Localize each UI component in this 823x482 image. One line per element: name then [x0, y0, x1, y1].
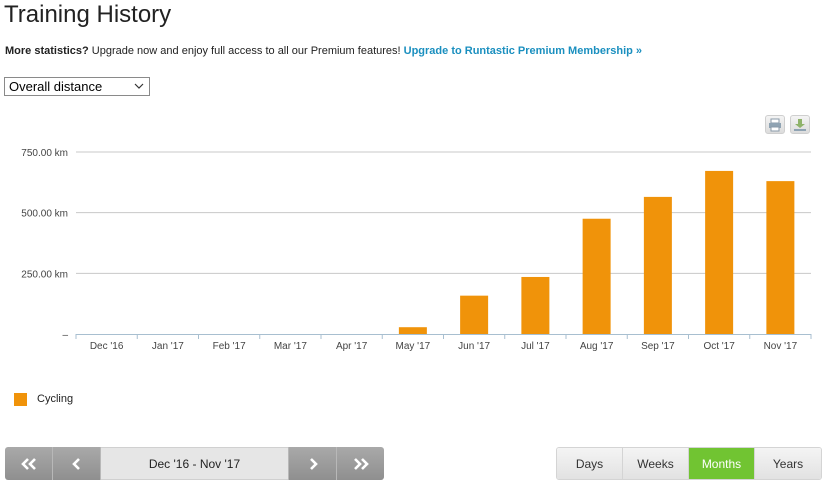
- legend-swatch-cycling: [14, 392, 27, 406]
- period-weeks-button[interactable]: Weeks: [623, 448, 689, 479]
- previous-page-button[interactable]: [53, 447, 101, 480]
- promo-lead: More statistics?: [5, 45, 89, 57]
- x-tick-label: Feb '17: [213, 341, 246, 352]
- metric-select[interactable]: Overall distance: [4, 77, 150, 96]
- x-tick-label: Aug '17: [580, 341, 614, 352]
- printer-icon: [769, 118, 781, 132]
- metric-select-value: Overall distance: [9, 79, 103, 94]
- bar-oct17[interactable]: [705, 170, 734, 334]
- y-tick-label: 500.00 km: [21, 209, 68, 220]
- y-tick-label: –: [62, 330, 68, 341]
- upgrade-link[interactable]: Upgrade to Runtastic Premium Membership …: [403, 45, 643, 57]
- period-months-button[interactable]: Months: [689, 448, 755, 479]
- legend-label-cycling: Cycling: [37, 393, 74, 405]
- chevron-down-icon: [134, 83, 144, 89]
- period-years-button[interactable]: Years: [755, 448, 821, 479]
- x-tick-label: Apr '17: [336, 341, 368, 352]
- date-pager: Dec '16 - Nov '17: [5, 447, 384, 480]
- bar-nov17[interactable]: [766, 181, 795, 334]
- period-days-button[interactable]: Days: [557, 448, 623, 479]
- page-title: Training History: [4, 1, 172, 28]
- chevron-right-icon: [309, 457, 318, 470]
- x-tick-label: Dec '16: [90, 341, 124, 352]
- download-icon: [794, 119, 806, 131]
- first-page-button[interactable]: [5, 447, 53, 480]
- date-range-label: Dec '16 - Nov '17: [101, 447, 288, 480]
- bar-jun17[interactable]: [460, 295, 489, 334]
- double-chevron-left-icon: [20, 457, 36, 470]
- bar-aug17[interactable]: [582, 218, 611, 334]
- last-page-button[interactable]: [336, 447, 384, 480]
- x-tick-label: Mar '17: [274, 341, 307, 352]
- x-tick-label: Nov '17: [764, 341, 798, 352]
- promo-text: Upgrade now and enjoy full access to all…: [88, 45, 404, 57]
- x-tick-label: May '17: [396, 341, 431, 352]
- distance-bar-chart: – 250.00 km 500.00 km 750.00 km Dec '16 Jan '…: [21, 148, 812, 352]
- x-tick-label: Jul '17: [521, 341, 550, 352]
- period-selector: Days Weeks Months Years: [556, 447, 822, 480]
- premium-promo: More statistics? Upgrade now and enjoy f…: [5, 45, 642, 57]
- x-tick-label: Sep '17: [641, 341, 675, 352]
- x-tick-label: Oct '17: [703, 341, 735, 352]
- bar-jul17[interactable]: [521, 276, 550, 334]
- chart-legend[interactable]: Cycling: [14, 392, 73, 406]
- x-tick-label: Jun '17: [458, 341, 490, 352]
- print-button[interactable]: [765, 115, 785, 134]
- download-button[interactable]: [790, 115, 810, 134]
- chevron-left-icon: [71, 457, 80, 470]
- bar-may17[interactable]: [398, 327, 427, 334]
- double-chevron-right-icon: [353, 457, 369, 470]
- next-page-button[interactable]: [288, 447, 336, 480]
- y-tick-label: 250.00 km: [21, 269, 68, 280]
- bar-sep17[interactable]: [643, 196, 672, 334]
- y-tick-label: 750.00 km: [21, 148, 68, 159]
- x-tick-label: Jan '17: [152, 341, 184, 352]
